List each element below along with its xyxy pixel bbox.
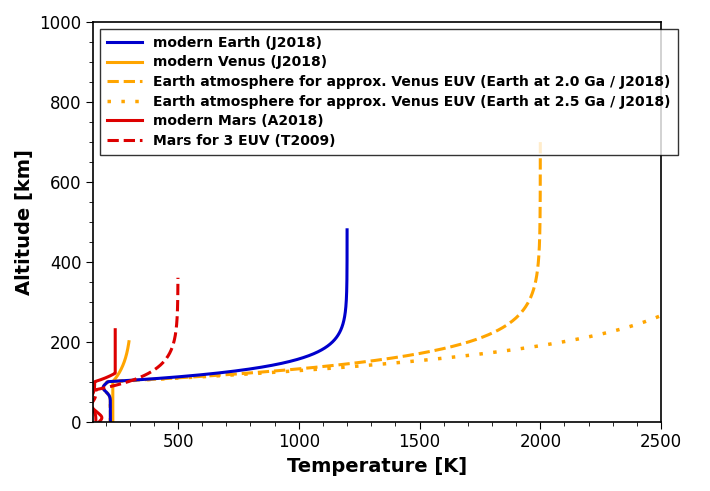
Earth atmosphere for approx. Venus EUV (Earth at 2.0 Ga / J2018) (434, 347, 442, 353)
Earth atmosphere for approx. Venus EUV (Earth at 2.0 Ga / J2018) (256, 369, 265, 375)
Mars for 3 EUV (T2009) (174, 275, 182, 281)
Line: modern Venus (J2018): modern Venus (J2018) (113, 342, 129, 422)
modern Venus (J2018) (115, 370, 124, 376)
modern Venus (J2018) (109, 418, 117, 424)
Legend: modern Earth (J2018), modern Venus (J2018), Earth atmosphere for approx. Venus E: modern Earth (J2018), modern Venus (J201… (100, 29, 677, 155)
modern Mars (A2018) (111, 352, 119, 358)
Earth atmosphere for approx. Venus EUV (Earth at 2.5 Ga / J2018) (106, 419, 114, 425)
modern Venus (J2018) (125, 339, 133, 345)
Earth atmosphere for approx. Venus EUV (Earth at 2.0 Ga / J2018) (106, 419, 114, 425)
modern Mars (A2018) (111, 361, 119, 367)
modern Earth (J2018) (106, 419, 114, 425)
modern Earth (J2018) (334, 332, 342, 338)
modern Mars (A2018) (90, 382, 99, 388)
Earth atmosphere for approx. Venus EUV (Earth at 2.0 Ga / J2018) (535, 232, 544, 238)
Mars for 3 EUV (T2009) (171, 333, 180, 339)
modern Earth (J2018) (342, 305, 350, 311)
modern Venus (J2018) (109, 419, 117, 425)
modern Mars (A2018) (111, 353, 119, 358)
modern Venus (J2018) (124, 346, 132, 352)
Earth atmosphere for approx. Venus EUV (Earth at 2.0 Ga / J2018) (536, 139, 545, 145)
Earth atmosphere for approx. Venus EUV (Earth at 2.0 Ga / J2018) (536, 208, 545, 214)
Mars for 3 EUV (T2009) (165, 351, 174, 356)
Line: Mars for 3 EUV (T2009): Mars for 3 EUV (T2009) (91, 278, 178, 422)
Earth atmosphere for approx. Venus EUV (Earth at 2.0 Ga / J2018) (528, 292, 536, 298)
Line: modern Mars (A2018): modern Mars (A2018) (91, 330, 115, 422)
modern Venus (J2018) (114, 371, 123, 377)
Mars for 3 EUV (T2009) (173, 301, 182, 307)
Line: Earth atmosphere for approx. Venus EUV (Earth at 2.5 Ga / J2018): Earth atmosphere for approx. Venus EUV (… (103, 22, 710, 422)
modern Venus (J2018) (122, 352, 131, 357)
modern Earth (J2018) (342, 291, 351, 297)
Mars for 3 EUV (T2009) (169, 341, 178, 347)
modern Mars (A2018) (91, 408, 99, 413)
Earth atmosphere for approx. Venus EUV (Earth at 2.5 Ga / J2018) (106, 394, 114, 400)
modern Earth (J2018) (220, 369, 229, 375)
Mars for 3 EUV (T2009) (92, 419, 100, 425)
X-axis label: Temperature [K]: Temperature [K] (288, 457, 467, 476)
modern Earth (J2018) (343, 274, 351, 280)
modern Mars (A2018) (111, 327, 119, 333)
modern Earth (J2018) (99, 385, 107, 391)
modern Mars (A2018) (95, 419, 104, 425)
Y-axis label: Altitude [km]: Altitude [km] (15, 149, 34, 295)
Line: modern Earth (J2018): modern Earth (J2018) (103, 230, 347, 422)
modern Earth (J2018) (343, 227, 351, 233)
Line: Earth atmosphere for approx. Venus EUV (Earth at 2.0 Ga / J2018): Earth atmosphere for approx. Venus EUV (… (103, 142, 540, 422)
Mars for 3 EUV (T2009) (165, 350, 174, 355)
modern Venus (J2018) (114, 371, 123, 377)
Mars for 3 EUV (T2009) (174, 278, 182, 284)
Earth atmosphere for approx. Venus EUV (Earth at 2.0 Ga / J2018) (535, 254, 543, 260)
modern Mars (A2018) (89, 389, 98, 395)
